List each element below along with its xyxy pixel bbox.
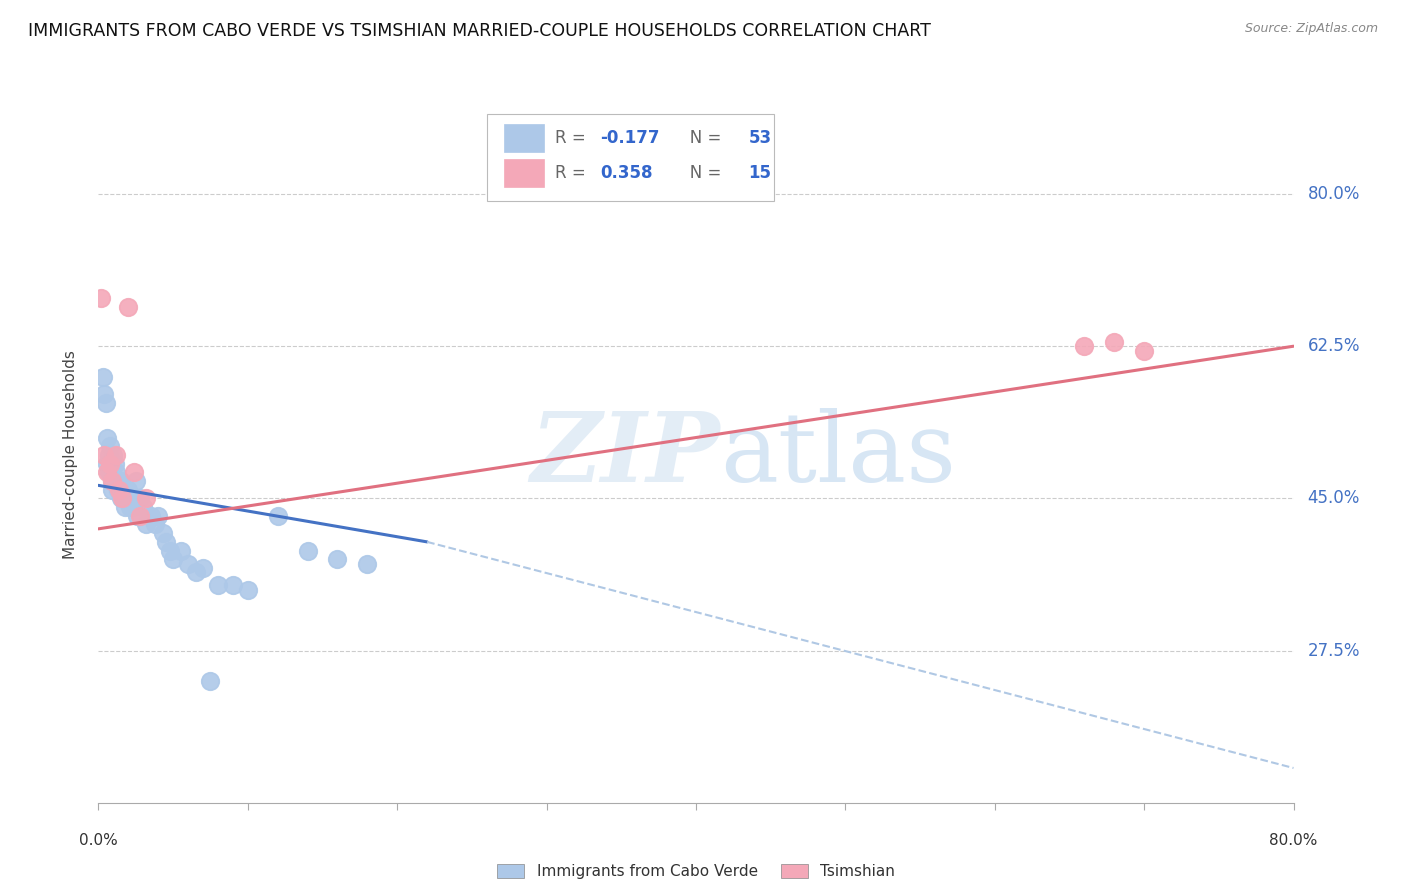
Point <box>155 534 177 549</box>
Point <box>177 557 200 571</box>
Point <box>111 491 134 506</box>
Point <box>125 474 148 488</box>
Point <box>96 466 118 480</box>
Point <box>107 483 129 497</box>
Point <box>93 387 115 401</box>
Text: 80.0%: 80.0% <box>1308 185 1360 203</box>
Point <box>267 508 290 523</box>
Point <box>184 566 207 580</box>
Point <box>96 457 118 471</box>
Text: 15: 15 <box>748 164 772 182</box>
Text: 80.0%: 80.0% <box>1270 833 1317 848</box>
Point <box>191 561 214 575</box>
Point <box>129 491 152 506</box>
Point <box>200 674 222 689</box>
Text: atlas: atlas <box>720 408 956 502</box>
Point <box>93 448 115 462</box>
Point <box>135 517 157 532</box>
Point <box>1073 339 1095 353</box>
Point <box>110 474 132 488</box>
Point <box>97 466 120 480</box>
Point <box>169 543 191 558</box>
Text: 0.358: 0.358 <box>600 164 652 182</box>
Point <box>114 500 136 514</box>
Point <box>207 578 229 592</box>
Point <box>222 578 245 592</box>
Legend: Immigrants from Cabo Verde, Tsimshian: Immigrants from Cabo Verde, Tsimshian <box>491 858 901 886</box>
Point <box>101 474 124 488</box>
Point <box>90 291 112 305</box>
Point <box>356 557 378 571</box>
Point <box>135 491 157 506</box>
Point <box>148 508 170 523</box>
Point <box>326 552 349 566</box>
Point <box>132 500 155 514</box>
Point <box>117 300 139 314</box>
Point <box>101 474 124 488</box>
Text: IMMIGRANTS FROM CABO VERDE VS TSIMSHIAN MARRIED-COUPLE HOUSEHOLDS CORRELATION CH: IMMIGRANTS FROM CABO VERDE VS TSIMSHIAN … <box>28 22 931 40</box>
Point <box>108 483 131 497</box>
FancyBboxPatch shape <box>503 159 544 187</box>
Point <box>297 543 319 558</box>
Point <box>152 526 174 541</box>
Point <box>91 369 114 384</box>
Point <box>112 483 135 497</box>
Point <box>129 508 152 523</box>
Text: 0.0%: 0.0% <box>79 833 118 848</box>
Point <box>124 466 146 480</box>
Point <box>101 483 124 497</box>
Point <box>104 474 127 488</box>
FancyBboxPatch shape <box>486 114 773 201</box>
Point <box>103 448 125 462</box>
Text: R =: R = <box>555 164 591 182</box>
Text: N =: N = <box>675 129 727 147</box>
Text: 62.5%: 62.5% <box>1308 337 1360 355</box>
Point <box>105 466 128 480</box>
Point <box>103 474 125 488</box>
Text: N =: N = <box>675 164 727 182</box>
Point <box>94 395 117 409</box>
Point <box>98 457 122 471</box>
FancyBboxPatch shape <box>503 124 544 153</box>
Point <box>127 508 149 523</box>
Point <box>108 483 131 497</box>
Point <box>107 474 129 488</box>
Text: -0.177: -0.177 <box>600 129 659 147</box>
Point <box>104 457 127 471</box>
Point <box>118 500 141 514</box>
Point <box>159 543 181 558</box>
Text: 53: 53 <box>748 129 772 147</box>
Point <box>121 500 143 514</box>
Point <box>120 491 142 506</box>
Point <box>98 466 122 480</box>
Point <box>139 508 162 523</box>
Point <box>1104 334 1126 349</box>
Point <box>96 430 118 444</box>
Point <box>236 582 259 597</box>
Point <box>115 491 138 506</box>
Point <box>98 439 122 453</box>
Point <box>117 483 139 497</box>
Text: 45.0%: 45.0% <box>1308 490 1360 508</box>
Point <box>143 517 166 532</box>
Text: ZIP: ZIP <box>530 408 720 502</box>
Point <box>162 552 184 566</box>
Text: 27.5%: 27.5% <box>1308 641 1360 659</box>
Text: R =: R = <box>555 129 591 147</box>
Point <box>111 491 134 506</box>
Point <box>1133 343 1156 358</box>
Point <box>110 491 132 506</box>
Point <box>105 448 128 462</box>
Point <box>97 448 120 462</box>
Y-axis label: Married-couple Households: Married-couple Households <box>63 351 77 559</box>
Text: Source: ZipAtlas.com: Source: ZipAtlas.com <box>1244 22 1378 36</box>
